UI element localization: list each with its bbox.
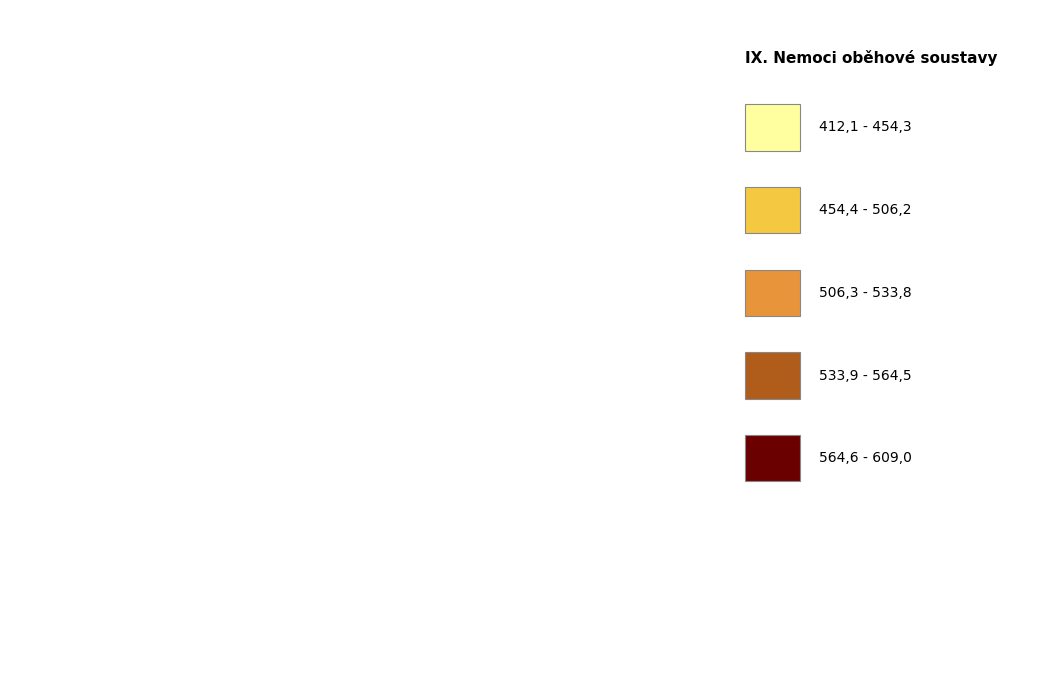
Text: 506,3 - 533,8: 506,3 - 533,8: [818, 286, 911, 300]
Bar: [746, 269, 800, 316]
Text: 412,1 - 454,3: 412,1 - 454,3: [818, 121, 911, 134]
Bar: [746, 352, 800, 399]
Text: IX. Nemoci oběhové soustavy: IX. Nemoci oběhové soustavy: [746, 50, 998, 66]
Text: 533,9 - 564,5: 533,9 - 564,5: [818, 369, 911, 382]
Text: 454,4 - 506,2: 454,4 - 506,2: [818, 203, 911, 217]
Text: 564,6 - 609,0: 564,6 - 609,0: [818, 451, 911, 465]
Bar: [746, 187, 800, 234]
Bar: [746, 104, 800, 151]
Bar: [746, 435, 800, 482]
